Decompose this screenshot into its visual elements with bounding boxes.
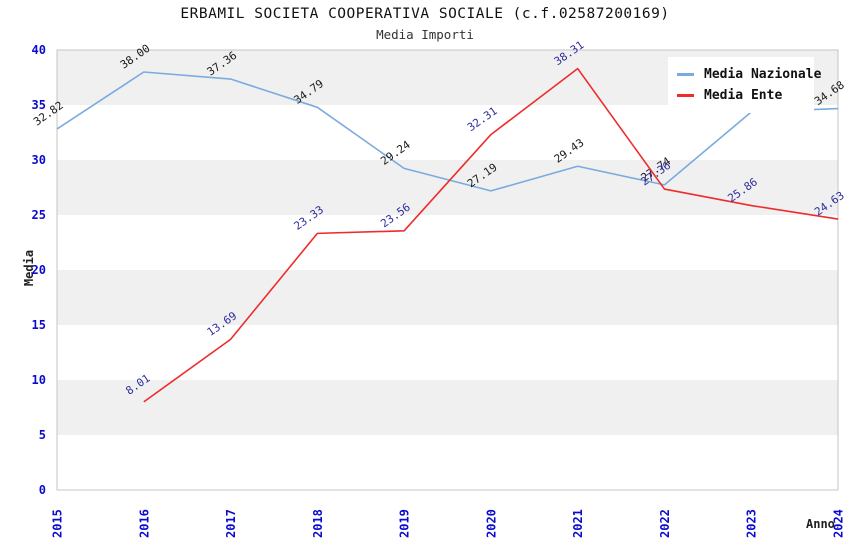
y-tick-label: 35 bbox=[32, 98, 46, 112]
x-tick-label: 2019 bbox=[398, 509, 412, 538]
legend-line-swatch-nazionale bbox=[677, 73, 694, 76]
plot-band bbox=[57, 270, 838, 325]
x-tick-label: 2016 bbox=[137, 509, 151, 538]
plot-border bbox=[56, 49, 839, 491]
y-tick-label: 5 bbox=[39, 428, 46, 442]
x-tick-label: 2018 bbox=[311, 509, 325, 538]
y-tick-label: 30 bbox=[32, 153, 46, 167]
x-tick-label: 2015 bbox=[51, 509, 65, 538]
series-line-media-ente bbox=[143, 67, 839, 403]
legend-line-swatch-ente bbox=[677, 94, 694, 97]
x-tick-label: 2020 bbox=[484, 509, 498, 538]
y-tick-label: 25 bbox=[32, 208, 46, 222]
y-tick-label: 10 bbox=[32, 373, 46, 387]
x-axis-label: Anno bbox=[806, 517, 835, 531]
chart-subtitle: Media Importi bbox=[376, 27, 474, 42]
plot-band bbox=[57, 380, 838, 435]
chart-title: ERBAMIL SOCIETA COOPERATIVA SOCIALE (c.f… bbox=[180, 6, 670, 22]
y-tick-label: 0 bbox=[39, 483, 46, 497]
point-label: 32.31 bbox=[465, 104, 500, 134]
legend-item-media-ente: Media Ente bbox=[677, 85, 806, 106]
legend-label: Media Nazionale bbox=[704, 67, 822, 82]
plot-band bbox=[57, 160, 838, 215]
y-tick-label: 40 bbox=[32, 43, 46, 57]
x-tick-label: 2017 bbox=[224, 509, 238, 538]
x-tick-label: 2024 bbox=[832, 509, 846, 538]
series-line-media-nazionale bbox=[56, 71, 839, 192]
x-tick-label: 2022 bbox=[658, 509, 672, 538]
x-tick-label: 2021 bbox=[571, 509, 585, 538]
y-tick-label: 20 bbox=[32, 263, 46, 277]
x-tick-label: 2023 bbox=[745, 509, 759, 538]
legend: Media Nazionale Media Ente bbox=[668, 57, 821, 113]
legend-label: Media Ente bbox=[704, 88, 783, 103]
y-tick-label: 15 bbox=[32, 318, 46, 332]
legend-item-media-nazionale: Media Nazionale bbox=[677, 64, 821, 85]
